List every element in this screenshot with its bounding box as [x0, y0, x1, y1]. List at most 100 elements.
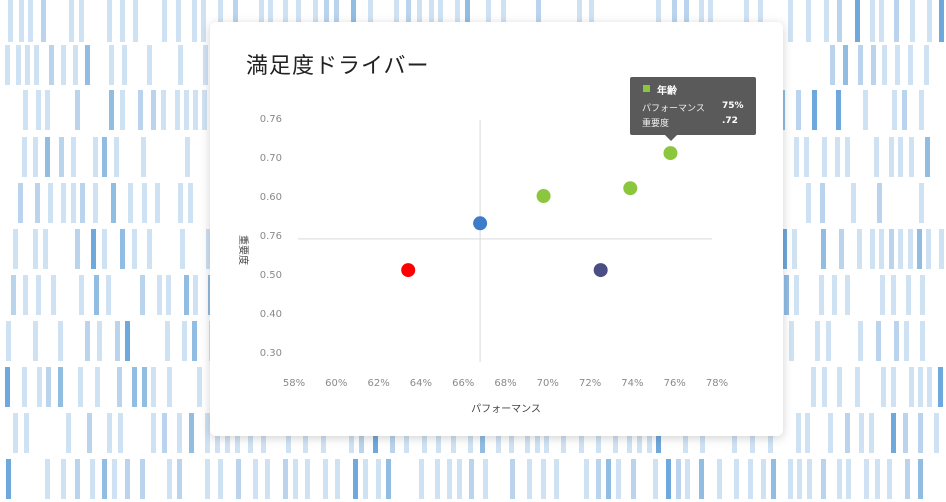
background-bar: [748, 459, 753, 499]
background-bar: [323, 459, 328, 499]
background-bar: [71, 183, 76, 223]
background-bar: [606, 459, 611, 499]
x-tick-label: 72%: [579, 378, 601, 389]
tooltip-importance-label: 重要度: [642, 119, 670, 129]
background-bar: [880, 275, 885, 315]
background-bar: [188, 183, 193, 223]
background-bar: [112, 459, 117, 499]
x-tick-label: 64%: [410, 378, 432, 389]
background-bar: [23, 90, 28, 130]
background-bar: [176, 0, 181, 42]
background-bar: [483, 459, 488, 499]
x-axis-label: パフォーマンス: [471, 403, 541, 415]
background-bar: [843, 45, 848, 85]
background-bar: [94, 275, 99, 315]
x-tick-label: 60%: [325, 378, 347, 389]
background-bar: [296, 0, 301, 42]
background-bar: [826, 321, 831, 361]
background-bar: [708, 0, 713, 42]
background-bar: [115, 321, 120, 361]
background-bar: [147, 229, 152, 269]
background-bar: [908, 229, 913, 269]
background-bar: [61, 45, 66, 85]
background-bar: [351, 0, 356, 42]
background-bar: [35, 183, 40, 223]
background-bar: [584, 459, 589, 499]
background-bar: [879, 0, 884, 42]
background-bar: [435, 459, 440, 499]
background-bar: [876, 321, 881, 361]
background-bar: [335, 459, 340, 499]
background-bar: [429, 0, 434, 42]
background-bar: [839, 229, 844, 269]
background-bar: [41, 0, 46, 42]
background-bar: [51, 275, 56, 315]
background-bar: [268, 0, 273, 42]
background-bar: [177, 459, 182, 499]
background-bar: [616, 459, 621, 499]
background-bar: [877, 183, 882, 223]
background-bar: [36, 90, 41, 130]
scatter-point[interactable]: [593, 263, 608, 278]
tooltip-performance-value: 75%: [722, 101, 744, 111]
background-bar: [447, 459, 452, 499]
background-bar: [184, 90, 189, 130]
background-bar: [118, 413, 123, 453]
background-bar: [45, 137, 50, 177]
background-bar: [36, 275, 41, 315]
scatter-point[interactable]: [623, 181, 638, 196]
scatter-point[interactable]: [536, 189, 551, 203]
y-tick-label: 0.60: [260, 192, 282, 203]
scatter-point[interactable]: [401, 263, 416, 278]
y-tick-label: 0.40: [260, 309, 282, 320]
background-bar: [805, 413, 810, 453]
scatter-point[interactable]: [473, 216, 488, 231]
background-bar: [699, 0, 704, 42]
background-bar: [192, 0, 197, 42]
background-bar: [845, 413, 850, 453]
background-bar: [892, 90, 897, 130]
background-bar: [758, 0, 763, 42]
background-bar: [61, 183, 66, 223]
background-bar: [761, 459, 766, 499]
x-tick-label: 62%: [367, 378, 389, 389]
background-bar: [501, 0, 506, 42]
x-tick-label: 70%: [537, 378, 559, 389]
background-bar: [80, 183, 85, 223]
x-tick-label: 78%: [706, 378, 728, 389]
background-bar: [855, 0, 860, 42]
background-bar: [162, 0, 167, 42]
background-bar: [16, 45, 21, 85]
background-bar: [939, 0, 944, 42]
background-bar: [918, 459, 923, 499]
background-bar: [792, 229, 797, 269]
background-bar: [43, 229, 48, 269]
background-bar: [102, 137, 107, 177]
background-bar: [782, 229, 787, 269]
background-bar: [857, 229, 862, 269]
tooltip-importance-value: .72: [722, 116, 738, 126]
background-bar: [796, 413, 801, 453]
background-bar: [858, 321, 863, 361]
background-bar: [536, 0, 541, 42]
tooltip-series-name: 年齢: [657, 86, 677, 97]
background-bar: [151, 367, 156, 407]
background-bar: [58, 367, 63, 407]
background-bar: [107, 0, 112, 42]
background-bar: [881, 367, 886, 407]
background-bar: [28, 0, 33, 42]
background-bar: [822, 367, 827, 407]
background-bar: [815, 321, 820, 361]
x-tick-label: 76%: [664, 378, 686, 389]
background-bar: [22, 137, 27, 177]
background-bar: [863, 90, 868, 130]
background-bar: [855, 367, 860, 407]
background-bar: [918, 413, 923, 453]
background-bar: [283, 0, 288, 42]
scatter-point[interactable]: [663, 146, 678, 161]
background-bar: [859, 413, 864, 453]
background-bar: [259, 0, 264, 42]
background-bar: [895, 45, 900, 85]
background-bar: [33, 229, 38, 269]
background-bar: [178, 183, 183, 223]
